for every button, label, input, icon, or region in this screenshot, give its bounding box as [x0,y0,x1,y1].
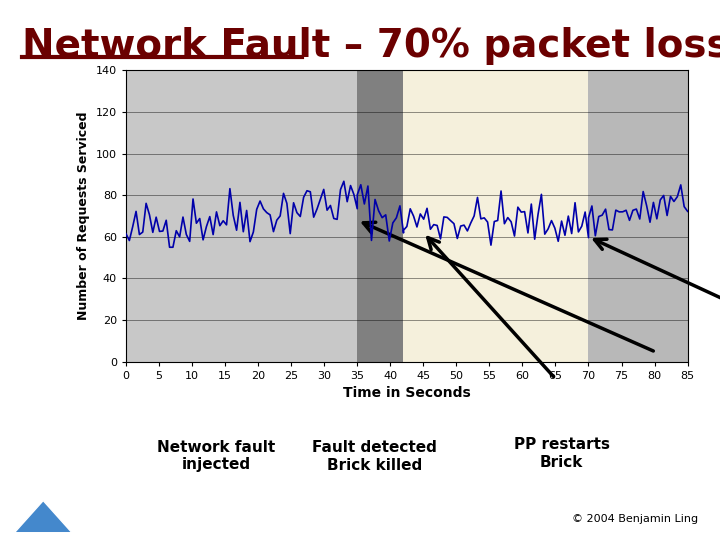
Bar [126,70,357,362]
Text: Network fault
injected: Network fault injected [157,440,275,472]
Text: PP restarts
Brick: PP restarts Brick [513,437,610,470]
Text: Fault detected
Brick killed: Fault detected Brick killed [312,440,437,472]
Text: Network Fault – 70% packet loss: Network Fault – 70% packet loss [22,27,720,65]
Polygon shape [14,501,72,532]
X-axis label: Time in Seconds: Time in Seconds [343,387,471,400]
Y-axis label: Number of Requests Serviced: Number of Requests Serviced [77,112,90,320]
Text: © 2004 Benjamin Ling: © 2004 Benjamin Ling [572,514,698,524]
Bar [357,70,403,362]
Bar [588,70,688,362]
Bar [403,70,588,362]
